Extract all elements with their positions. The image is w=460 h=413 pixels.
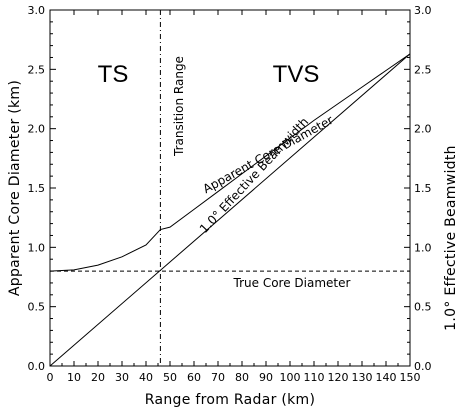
y-tick-label-right: 3.0 [414, 4, 432, 17]
y-tick-label-left: 3.0 [28, 4, 46, 17]
series-lines [49, 10, 411, 367]
x-tick-label: 0 [47, 371, 54, 384]
region-label-ts: TS [98, 61, 129, 88]
x-tick-label: 30 [115, 371, 129, 384]
y-tick-label-left: 1.5 [28, 182, 46, 195]
x-tick-label: 70 [211, 371, 225, 384]
y-axis-title-left: Apparent Core Diameter (km) [7, 80, 23, 296]
true-core-diameter-label: True Core Diameter [233, 276, 351, 290]
y-tick-label-left: 0.5 [28, 301, 46, 314]
x-tick-label: 40 [139, 371, 153, 384]
x-tick-label: 90 [259, 371, 273, 384]
x-tick-label: 140 [376, 371, 397, 384]
y-tick-label-right: 1.0 [414, 241, 432, 254]
y-tick-label-right: 1.5 [414, 182, 432, 195]
x-tick-label: 110 [304, 371, 325, 384]
y-tick-label-right: 0.5 [414, 301, 432, 314]
y-tick-label-right: 2.0 [414, 123, 432, 136]
y-tick-label-right: 2.5 [414, 63, 432, 76]
x-tick-label: 100 [280, 371, 301, 384]
x-tick-label: 10 [67, 371, 81, 384]
x-tick-label: 150 [400, 371, 421, 384]
x-tick-label: 80 [235, 371, 249, 384]
y-tick-label-left: 0.0 [28, 360, 46, 373]
x-axis-title: Range from Radar (km) [145, 392, 316, 408]
region-label-tvs: TVS [273, 61, 320, 88]
y-tick-label-left: 2.5 [28, 63, 46, 76]
y-tick-label-left: 1.0 [28, 241, 46, 254]
series-line-1 [49, 53, 411, 367]
y-axis-title-right: 1.0° Effective Beamwidth [443, 145, 459, 331]
x-tick-label: 120 [328, 371, 349, 384]
x-tick-label: 130 [352, 371, 373, 384]
x-tick-label: 60 [187, 371, 201, 384]
transition-range-label: Transition Range [172, 56, 186, 157]
y-tick-label-left: 2.0 [28, 123, 46, 136]
x-tick-label: 20 [91, 371, 105, 384]
x-tick-label: 50 [163, 371, 177, 384]
y-tick-label-right: 0.0 [414, 360, 432, 373]
beamwidth-label: 1.0° Effective Beamwidth [197, 115, 311, 236]
series-line-0 [49, 53, 411, 272]
tick-labels: 0 10 20 30 40 50 60 70 80 90 100 110 120 130 140 1500.0… [28, 4, 432, 384]
